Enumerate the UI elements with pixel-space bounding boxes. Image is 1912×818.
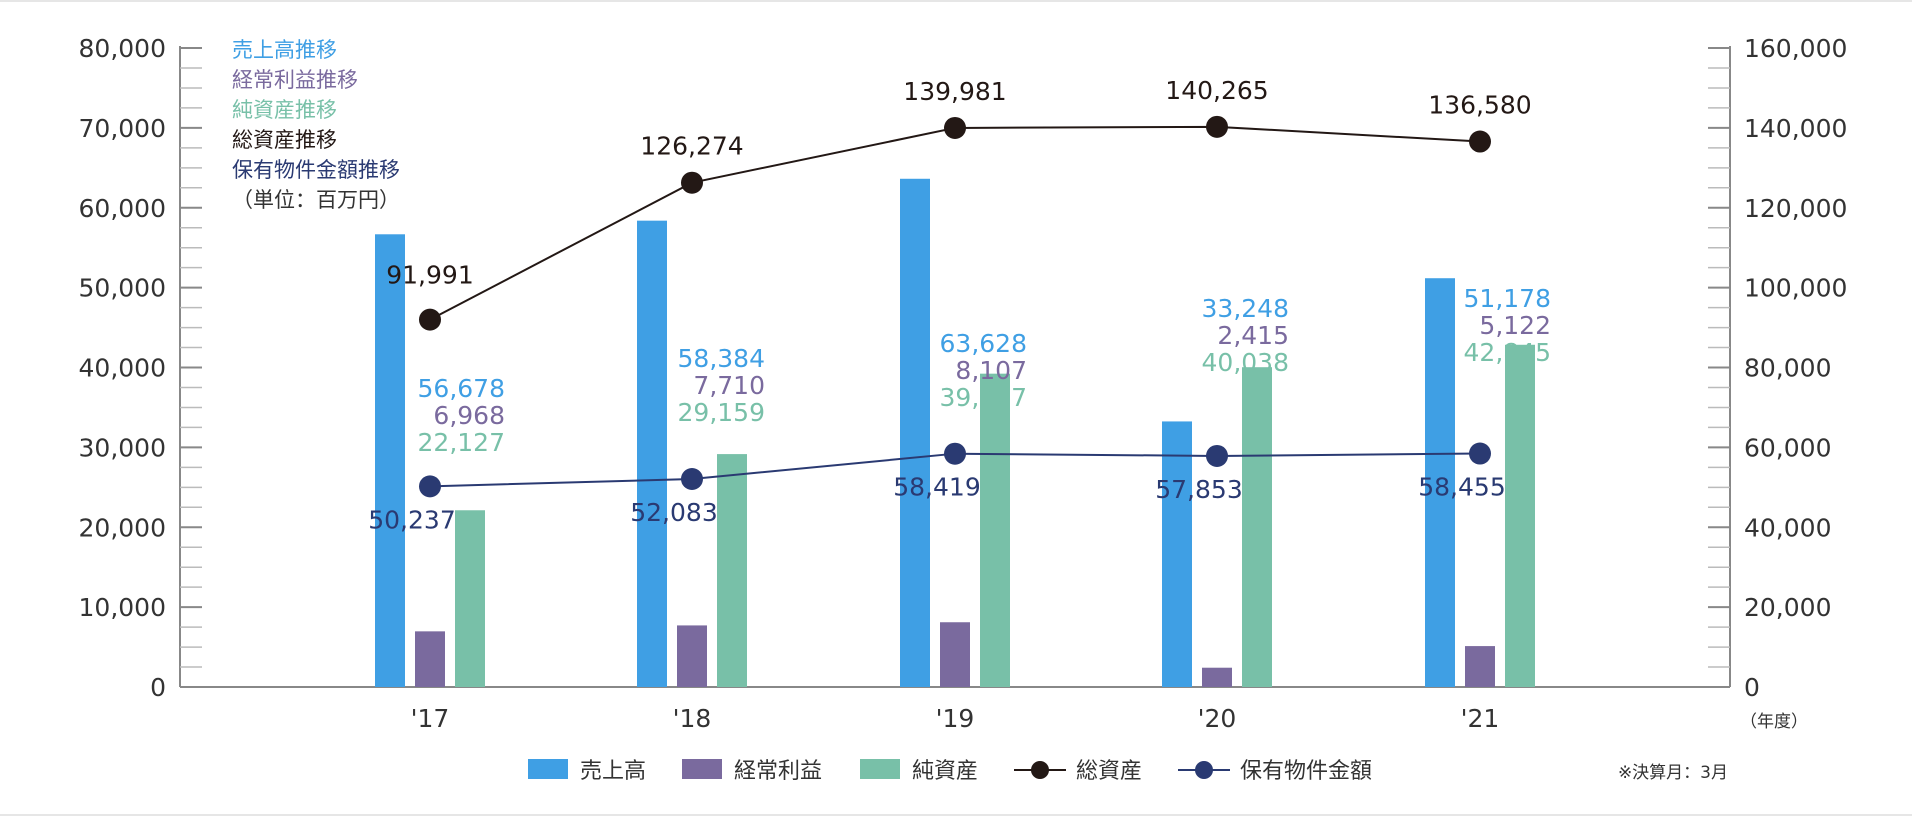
point-total-assets <box>419 308 441 331</box>
side-legend-item: 保有物件金額推移 <box>232 158 400 182</box>
y-tick-label-right: 80,000 <box>1744 354 1831 383</box>
bar-net-assets <box>1505 344 1535 687</box>
data-label-total-assets: 139,981 <box>903 77 1006 106</box>
y-tick-label-left: 50,000 <box>79 274 166 303</box>
x-tick-label: '17 <box>411 704 450 733</box>
bar-ordinary-profit <box>1465 646 1495 687</box>
legend-label: 純資産 <box>912 759 978 784</box>
point-total-assets <box>1206 115 1228 138</box>
footnote: ※決算月：3月 <box>1618 763 1728 783</box>
y-tick-label-left: 40,000 <box>79 354 166 383</box>
y-tick-label-right: 0 <box>1744 673 1760 702</box>
data-label-net-assets: 22,127 <box>418 428 505 457</box>
data-label-sales: 33,248 <box>1202 294 1289 323</box>
bar-ordinary-profit <box>940 622 970 687</box>
point-total-assets <box>944 116 966 139</box>
data-label-total-assets: 136,580 <box>1428 91 1531 120</box>
y-tick-label-left: 20,000 <box>79 513 166 542</box>
side-legend-item: 経常利益推移 <box>232 68 358 92</box>
point-total-assets <box>681 171 703 194</box>
point-property-holdings <box>944 442 966 465</box>
side-legend-item: （単位：百万円） <box>232 188 400 212</box>
point-property-holdings <box>1206 444 1228 467</box>
data-label-sales: 58,384 <box>678 344 765 373</box>
data-label-sales: 56,678 <box>418 374 505 403</box>
bar-net-assets <box>980 373 1010 687</box>
data-label-property-holdings: 58,455 <box>1418 473 1505 502</box>
data-label-net-assets: 42,845 <box>1464 338 1551 367</box>
side-legend-item: 純資産推移 <box>232 98 337 122</box>
x-unit-label: （年度） <box>1740 712 1808 732</box>
y-tick-label-right: 100,000 <box>1744 274 1847 303</box>
bar-ordinary-profit <box>415 631 445 687</box>
data-label-property-holdings: 58,419 <box>893 473 980 502</box>
data-label-ordinary-profit: 2,415 <box>1217 321 1289 350</box>
y-tick-label-left: 30,000 <box>79 433 166 462</box>
y-tick-label-left: 80,000 <box>79 34 166 63</box>
data-label-net-assets: 39,227 <box>940 383 1027 412</box>
bar-ordinary-profit <box>677 625 707 687</box>
bar-net-assets <box>717 454 747 687</box>
y-tick-label-right: 140,000 <box>1744 114 1847 143</box>
legend-label: 総資産 <box>1076 759 1142 784</box>
bar-net-assets <box>1242 367 1272 687</box>
y-tick-label-left: 70,000 <box>79 114 166 143</box>
data-label-net-assets: 29,159 <box>678 398 765 427</box>
bar-sales <box>1425 278 1455 687</box>
data-label-ordinary-profit: 7,710 <box>693 371 765 400</box>
side-legend-item: 総資産推移 <box>232 128 337 152</box>
y-tick-label-left: 60,000 <box>79 194 166 223</box>
data-label-property-holdings: 52,083 <box>630 498 717 527</box>
y-tick-label-right: 160,000 <box>1744 34 1847 63</box>
side-legend-item: 売上高推移 <box>232 38 337 62</box>
data-label-sales: 63,628 <box>940 329 1027 358</box>
point-property-holdings <box>1469 442 1491 465</box>
legend-swatch <box>682 759 722 779</box>
bar-ordinary-profit <box>1202 667 1232 687</box>
data-label-ordinary-profit: 6,968 <box>433 401 505 430</box>
x-tick-label: '18 <box>673 704 712 733</box>
x-tick-label: '19 <box>936 704 975 733</box>
y-tick-label-right: 120,000 <box>1744 194 1847 223</box>
data-label-total-assets: 140,265 <box>1165 76 1268 105</box>
line-total-assets <box>429 125 1481 321</box>
bar-sales <box>900 178 930 687</box>
x-tick-label: '21 <box>1461 704 1500 733</box>
y-tick-label-right: 40,000 <box>1744 513 1831 542</box>
data-label-sales: 51,178 <box>1464 284 1551 313</box>
data-label-total-assets: 126,274 <box>640 132 743 161</box>
y-tick-label-right: 60,000 <box>1744 433 1831 462</box>
legend-marker <box>1031 761 1049 779</box>
legend-label: 売上高 <box>580 759 646 784</box>
legend-swatch <box>528 759 568 779</box>
x-tick-label: '20 <box>1198 704 1237 733</box>
point-total-assets <box>1469 130 1491 153</box>
point-property-holdings <box>419 475 441 498</box>
data-label-property-holdings: 57,853 <box>1155 475 1242 504</box>
data-label-total-assets: 91,991 <box>386 261 473 290</box>
y-tick-label-right: 20,000 <box>1744 593 1831 622</box>
y-tick-label-left: 10,000 <box>79 593 166 622</box>
bar-sales <box>637 220 667 687</box>
bar-sales <box>375 234 405 687</box>
legend-marker <box>1195 761 1213 779</box>
data-label-net-assets: 40,038 <box>1202 348 1289 377</box>
legend-label: 経常利益 <box>734 759 822 784</box>
bar-sales <box>1162 421 1192 687</box>
y-tick-label-left: 0 <box>150 673 166 702</box>
data-label-ordinary-profit: 8,107 <box>955 356 1027 385</box>
legend-swatch <box>860 759 900 779</box>
data-label-property-holdings: 50,237 <box>368 505 455 534</box>
legend-label: 保有物件金額 <box>1240 759 1372 784</box>
bar-net-assets <box>455 510 485 687</box>
point-property-holdings <box>681 467 703 490</box>
data-label-ordinary-profit: 5,122 <box>1479 311 1551 340</box>
